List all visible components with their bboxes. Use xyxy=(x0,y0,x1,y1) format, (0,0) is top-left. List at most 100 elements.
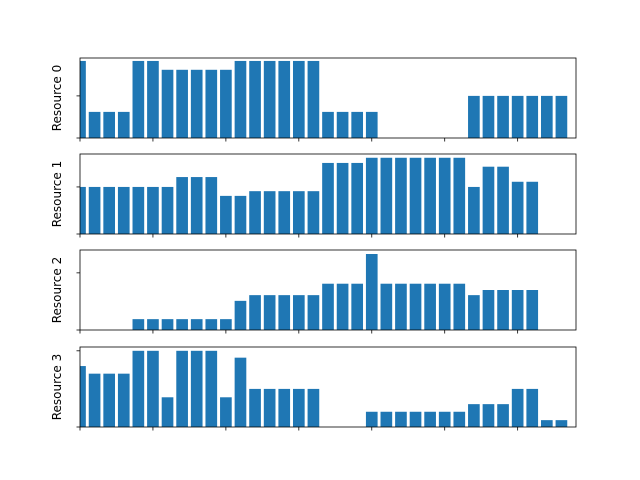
bar xyxy=(322,162,334,234)
subplot: Resource 1 xyxy=(50,153,577,238)
bar xyxy=(482,95,495,138)
bar xyxy=(336,283,349,330)
bar xyxy=(526,181,539,234)
subplot: Resource 0 xyxy=(50,57,577,142)
bar xyxy=(147,60,159,138)
bar xyxy=(365,111,378,138)
bar xyxy=(263,388,276,427)
bar xyxy=(555,95,568,138)
bar xyxy=(234,195,247,234)
axes-frame xyxy=(79,57,577,139)
bar xyxy=(292,60,305,138)
bar xyxy=(540,420,553,427)
bar xyxy=(132,60,145,138)
bar xyxy=(176,69,188,138)
bar xyxy=(322,111,334,138)
y-axis-label: Resource 1 xyxy=(50,161,64,227)
bar xyxy=(307,295,320,330)
bar xyxy=(80,60,86,138)
bar xyxy=(497,166,509,234)
bar xyxy=(351,111,364,138)
bar xyxy=(161,397,174,427)
bar xyxy=(380,157,393,234)
bar xyxy=(424,283,436,330)
bar xyxy=(132,350,145,427)
bar xyxy=(482,404,495,427)
bar xyxy=(395,157,407,234)
bar xyxy=(234,60,247,138)
bar xyxy=(380,283,393,330)
bar xyxy=(278,388,291,427)
bars xyxy=(80,157,539,234)
bar xyxy=(409,283,422,330)
bar xyxy=(234,300,247,330)
bar xyxy=(468,295,480,330)
subplot: Resource 2 xyxy=(50,249,577,334)
bar xyxy=(351,162,364,234)
bar xyxy=(190,69,203,138)
y-axis-label: Resource 0 xyxy=(50,65,64,131)
bar xyxy=(190,177,203,234)
bar xyxy=(278,295,291,330)
bar xyxy=(292,295,305,330)
bar xyxy=(468,186,480,234)
bars xyxy=(132,254,539,330)
bar xyxy=(424,411,436,427)
bar xyxy=(190,350,203,427)
bar xyxy=(351,283,364,330)
bar xyxy=(263,191,276,234)
bar xyxy=(80,366,86,427)
bar xyxy=(147,186,159,234)
bar xyxy=(117,186,130,234)
bar xyxy=(263,295,276,330)
bar xyxy=(190,319,203,330)
bar xyxy=(511,95,524,138)
bar xyxy=(220,319,232,330)
bar xyxy=(147,350,159,427)
bar xyxy=(249,191,261,234)
bar xyxy=(526,290,539,330)
bar xyxy=(395,411,407,427)
bar xyxy=(132,319,145,330)
bar xyxy=(365,411,378,427)
bar xyxy=(249,60,261,138)
bar xyxy=(117,373,130,427)
subplot: Resource 3 xyxy=(50,346,577,431)
bar xyxy=(365,254,378,330)
bar xyxy=(380,411,393,427)
bar xyxy=(132,186,145,234)
bar xyxy=(511,388,524,427)
bar xyxy=(147,319,159,330)
bar xyxy=(468,404,480,427)
axes-frame xyxy=(79,153,577,235)
bar xyxy=(497,95,509,138)
bar xyxy=(438,283,451,330)
bar xyxy=(468,95,480,138)
bar xyxy=(526,95,539,138)
bar xyxy=(103,111,116,138)
axes-frame xyxy=(79,249,577,331)
bar xyxy=(497,404,509,427)
bar xyxy=(205,350,218,427)
bars xyxy=(80,60,568,138)
bar xyxy=(307,191,320,234)
bar xyxy=(292,191,305,234)
bar xyxy=(322,283,334,330)
bar xyxy=(103,373,116,427)
bar xyxy=(511,290,524,330)
bar xyxy=(526,388,539,427)
bar xyxy=(205,319,218,330)
bar xyxy=(88,111,101,138)
bar xyxy=(336,162,349,234)
bar xyxy=(307,60,320,138)
bars xyxy=(80,350,568,427)
bar xyxy=(234,357,247,427)
bar xyxy=(205,69,218,138)
bar xyxy=(161,69,174,138)
bar xyxy=(438,157,451,234)
bar xyxy=(292,388,305,427)
bar xyxy=(278,60,291,138)
bar xyxy=(176,350,188,427)
bar xyxy=(497,290,509,330)
